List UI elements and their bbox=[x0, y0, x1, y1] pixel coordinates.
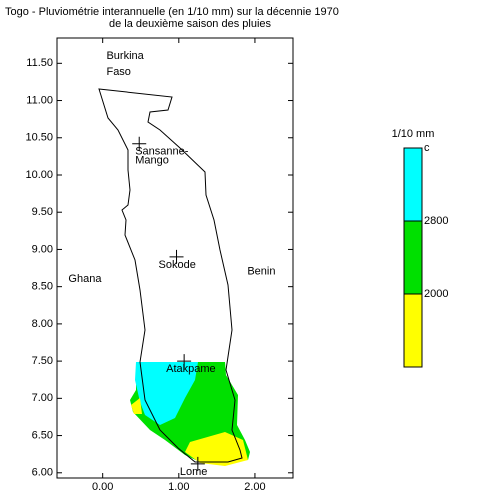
y-tick-label: 7.50 bbox=[32, 355, 53, 367]
country-label: Benin bbox=[247, 266, 275, 278]
city-label: Sansanne- bbox=[135, 146, 189, 158]
togo-border bbox=[98, 88, 243, 463]
country-label: Ghana bbox=[68, 273, 102, 285]
chart-title: Togo - Pluviométrie interannuelle (en 1/… bbox=[5, 6, 339, 18]
legend-label: 2000 bbox=[424, 288, 448, 300]
y-tick-label: 10.00 bbox=[25, 169, 53, 181]
city-marker bbox=[190, 456, 205, 471]
y-tick-label: 10.50 bbox=[25, 132, 53, 144]
x-tick-label: 1.00 bbox=[168, 481, 189, 493]
y-tick-label: 9.50 bbox=[32, 206, 53, 218]
city-marker bbox=[177, 354, 192, 369]
y-tick-label: 6.50 bbox=[32, 429, 53, 441]
legend-label: c bbox=[424, 142, 430, 154]
y-tick-label: 8.00 bbox=[32, 318, 53, 330]
y-tick-label: 9.00 bbox=[32, 243, 53, 255]
zone-yellow bbox=[185, 432, 248, 466]
y-tick-label: 8.50 bbox=[32, 281, 53, 293]
dynamic-layer: 6.00 6.50 7.00 7.50 8.00 8.50 9.00 9.50 10.00 10.… bbox=[25, 38, 448, 493]
plot-frame bbox=[56, 37, 294, 479]
y-tick-label: 11.50 bbox=[26, 57, 53, 69]
city-label: Sokode bbox=[159, 259, 196, 271]
legend-label: 2800 bbox=[424, 215, 448, 227]
city-label: Mango bbox=[135, 155, 169, 167]
y-tick-label: 7.00 bbox=[32, 392, 53, 404]
legend-swatch bbox=[403, 293, 423, 368]
y-tick-label: 6.00 bbox=[32, 467, 53, 479]
chart-subtitle: de la deuxième saison des pluies bbox=[109, 18, 272, 30]
x-tick-label: 0.00 bbox=[92, 481, 113, 493]
legend-swatch bbox=[403, 147, 423, 222]
rainfall-contours bbox=[130, 362, 250, 466]
legend-title: 1/10 mm bbox=[392, 128, 435, 140]
y-tick-label: 11.00 bbox=[26, 94, 53, 106]
zone-cyan bbox=[135, 362, 198, 425]
legend-swatch bbox=[403, 220, 423, 295]
city-label: Atakpame bbox=[166, 363, 216, 375]
zone-yellow bbox=[131, 398, 142, 414]
country-label: Burkina bbox=[106, 50, 144, 62]
city-marker bbox=[169, 249, 184, 264]
country-label: Faso bbox=[106, 66, 130, 78]
city-marker bbox=[132, 136, 147, 151]
city-label: Lome bbox=[180, 466, 208, 478]
x-tick-label: 2.00 bbox=[244, 481, 265, 493]
